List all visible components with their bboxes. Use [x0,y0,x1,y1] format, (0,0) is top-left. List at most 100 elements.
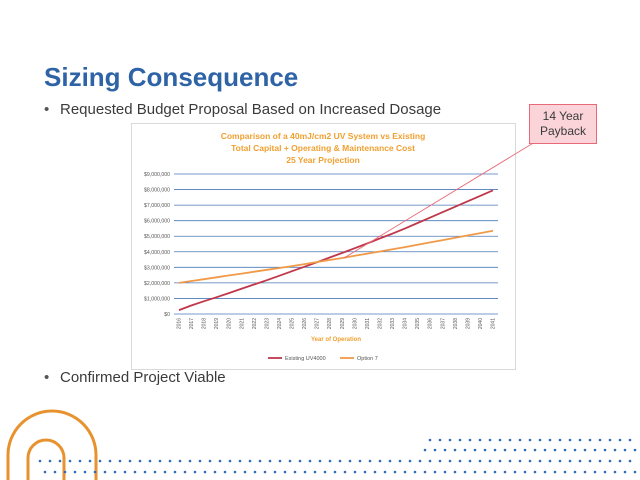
decor-dot [553,448,557,452]
series-line [178,189,494,311]
decor-dot [238,459,242,463]
decor-dot [483,448,487,452]
y-tick-label: $0 [164,312,170,318]
bullet-dot: • [44,369,50,386]
decor-dot [548,459,552,463]
x-axis-label: Year of Operation [311,337,361,343]
x-tick-label: 2017 [189,318,195,329]
chart-title-line: Total Capital + Operating & Maintenance … [231,143,415,153]
decor-dot [618,438,622,442]
decor-dot [443,448,447,452]
chart-title-line: Comparison of a 40mJ/cm2 UV System vs Ex… [221,131,426,141]
decor-dot [58,459,62,463]
decor-dot [193,470,197,474]
decor-dot [593,448,597,452]
callout-line-2: Payback [539,124,587,138]
decor-dot [558,459,562,463]
decor-dot [633,470,637,474]
x-tick-label: 2023 [264,318,270,329]
decor-dot [513,470,517,474]
chart-svg: Comparison of a 40mJ/cm2 UV System vs Ex… [144,131,498,362]
decor-dot [628,459,632,463]
decor-dot [588,459,592,463]
decor-dot [613,470,617,474]
decor-dot [263,470,267,474]
decor-dot [353,470,357,474]
decor-dot [523,448,527,452]
x-tick-label: 2028 [327,318,333,329]
decor-dot [608,459,612,463]
x-tick-label: 2032 [377,318,383,329]
decor-dot [523,470,527,474]
decor-dot [383,470,387,474]
decor-dot [328,459,332,463]
decor-dot [108,459,112,463]
decor-dot [473,470,477,474]
decor-dot [173,470,177,474]
decor-dot [93,470,97,474]
decor-dot [493,448,497,452]
decor-dot [543,448,547,452]
decor-dot [453,470,457,474]
decor-dot [503,448,507,452]
slide-title: Sizing Consequence [44,62,299,92]
decor-dot [38,459,42,463]
decor-dot [568,459,572,463]
x-tick-label: 2037 [440,318,446,329]
decor-dot [268,459,272,463]
decor-dot [103,470,107,474]
decor-dot [78,459,82,463]
decor-dot [623,448,627,452]
y-tick-label: $8,000,000 [144,188,170,194]
decor-dot [243,470,247,474]
x-tick-label: 2020 [227,318,233,329]
decor-dot [133,470,137,474]
decor-dot [468,438,472,442]
decor-dot [128,459,132,463]
x-tick-label: 2016 [177,318,183,329]
decor-dot [518,438,522,442]
decor-dot [488,459,492,463]
decor-dot [288,459,292,463]
decor-dot [403,470,407,474]
x-tick-label: 2036 [428,318,434,329]
decor-dot [463,448,467,452]
decor-dot [123,470,127,474]
decor-dot [538,438,542,442]
x-tick-label: 2030 [352,318,358,329]
x-tick-label: 2035 [415,318,421,329]
decor-dot [498,459,502,463]
decor-dot [293,470,297,474]
bullet-budget-proposal: • Requested Budget Proposal Based on Incr… [44,101,441,118]
y-tick-label: $6,000,000 [144,219,170,225]
decor-dot [208,459,212,463]
decor-dot [423,470,427,474]
decor-dot [478,438,482,442]
decor-dot [433,470,437,474]
decor-dot [343,470,347,474]
decor-dot [378,459,382,463]
decor-dot [363,470,367,474]
decor-dot [408,459,412,463]
callout-line-1: 14 Year [542,109,584,123]
x-tick-label: 2041 [491,318,497,329]
x-tick-label: 2026 [302,318,308,329]
x-tick-label: 2024 [277,318,283,329]
x-tick-label: 2040 [478,318,484,329]
decor-dot [603,448,607,452]
decor-dot [158,459,162,463]
decor-dot [258,459,262,463]
decor-dot [143,470,147,474]
bullet-dot: • [44,101,50,118]
decor-dot [528,459,532,463]
x-tick-label: 2031 [365,318,371,329]
decor-dot [98,459,102,463]
bullet-text: Requested Budget Proposal Based on Incre… [60,101,442,118]
decor-dot [533,448,537,452]
decor-dot [323,470,327,474]
decor-dot [428,459,432,463]
decor-dot [443,470,447,474]
decor-dot [628,438,632,442]
decor-dot [333,470,337,474]
y-tick-label: $9,000,000 [144,172,170,178]
